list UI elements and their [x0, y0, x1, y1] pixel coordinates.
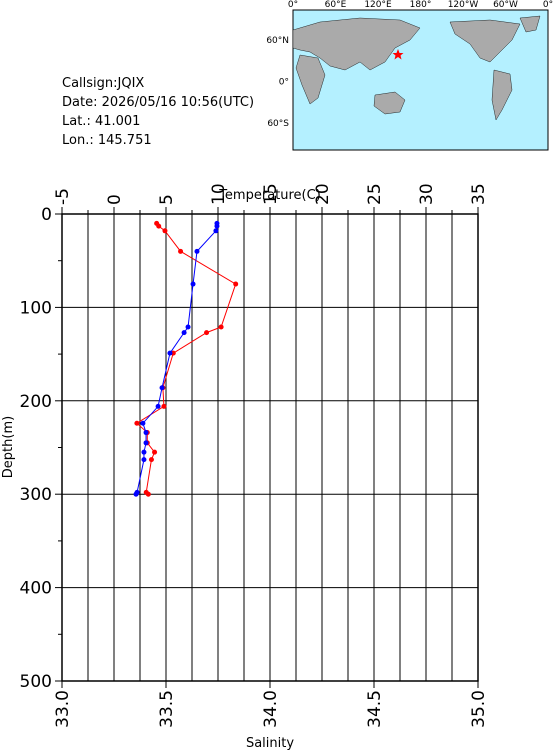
map-land	[519, 15, 541, 33]
x2-axis-title: Temperature(C)	[218, 188, 321, 203]
map-land	[295, 54, 326, 105]
profile-line	[136, 223, 237, 495]
map-lon-label: 60°W	[493, 0, 518, 10]
map-land	[491, 69, 513, 121]
station-marker	[392, 49, 404, 60]
profile-point	[204, 330, 210, 336]
profile-point	[155, 403, 161, 409]
x2-tick-label: 5	[157, 194, 177, 205]
x2-tick-label: 25	[365, 183, 385, 205]
y-tick-label: 400	[20, 579, 52, 599]
info-line: Lon.: 145.751	[62, 133, 152, 148]
x2-tick-label: -5	[53, 188, 73, 205]
profile-point	[148, 457, 154, 463]
info-line: Date: 2026/05/16 10:56(UTC)	[62, 95, 254, 110]
x-axis-title: Salinity	[246, 736, 294, 751]
profile-point	[181, 330, 187, 336]
x-tick-label: 35.0	[469, 690, 489, 728]
x-tick-label: 34.5	[365, 690, 385, 728]
map-lat-label: 60°N	[266, 36, 289, 46]
profile-line	[135, 223, 218, 495]
x2-tick-label: 20	[313, 183, 333, 205]
profile-point	[140, 420, 146, 426]
x2-tick-label: 0	[105, 194, 125, 205]
profile-point	[152, 449, 158, 455]
profile-point	[161, 403, 167, 409]
map-lon-label: 60°E	[325, 0, 347, 10]
map-land	[449, 19, 521, 63]
map-lon-label: 180°	[410, 0, 432, 10]
x2-tick-label: 15	[261, 183, 281, 205]
y-tick-label: 500	[20, 672, 52, 692]
x2-tick-label: 35	[469, 183, 489, 205]
profile-point	[233, 281, 239, 287]
profile-point	[159, 385, 165, 391]
profile-point	[143, 440, 149, 446]
profile-point	[190, 281, 196, 287]
profile-point	[185, 324, 191, 330]
station-info: Callsign:JQIX Date: 2026/05/16 10:56(UTC)…	[62, 76, 254, 148]
map-lon-label: 0°	[288, 0, 298, 10]
profile-point	[214, 223, 220, 229]
map-lon-label: 120°E	[364, 0, 392, 10]
info-line: Callsign:JQIX	[62, 76, 144, 91]
y-tick-label: 0	[41, 205, 52, 225]
map-lat-label: 60°S	[267, 119, 289, 129]
y-tick-label: 300	[20, 485, 52, 505]
profile-point	[213, 228, 219, 234]
x-tick-label: 34.0	[261, 690, 281, 728]
info-line: Lat.: 41.001	[62, 114, 140, 129]
profile-point	[167, 350, 173, 356]
x-tick-label: 33.5	[157, 690, 177, 728]
map-labels: 0° 60°E 120°E 180° 120°W 60°W 0° 60°N 0° 60°S	[266, 0, 553, 129]
profile-point	[141, 457, 147, 463]
map-land	[373, 91, 406, 115]
map-lon-label: 0°	[543, 0, 553, 10]
profile-point	[218, 324, 224, 330]
y-tick-label: 100	[20, 298, 52, 318]
profile-point	[162, 228, 168, 234]
x2-tick-label: 30	[417, 183, 437, 205]
map-lon-label: 120°W	[448, 0, 479, 10]
x-tick-label: 33.0	[53, 690, 73, 728]
profile-point	[156, 223, 162, 229]
profile-point	[178, 248, 184, 254]
profile-point	[141, 449, 147, 455]
y-axis-title: Depth(m)	[1, 416, 16, 478]
x2-tick-label: 10	[209, 183, 229, 205]
profile-point	[134, 420, 140, 426]
profile-point	[143, 430, 149, 436]
profile-point	[145, 491, 151, 497]
profile-point	[194, 248, 200, 254]
profile-point	[133, 491, 139, 497]
map-lat-label: 0°	[279, 78, 289, 88]
map-land	[292, 17, 421, 71]
world-map	[292, 9, 549, 151]
y-tick-label: 200	[20, 392, 52, 412]
